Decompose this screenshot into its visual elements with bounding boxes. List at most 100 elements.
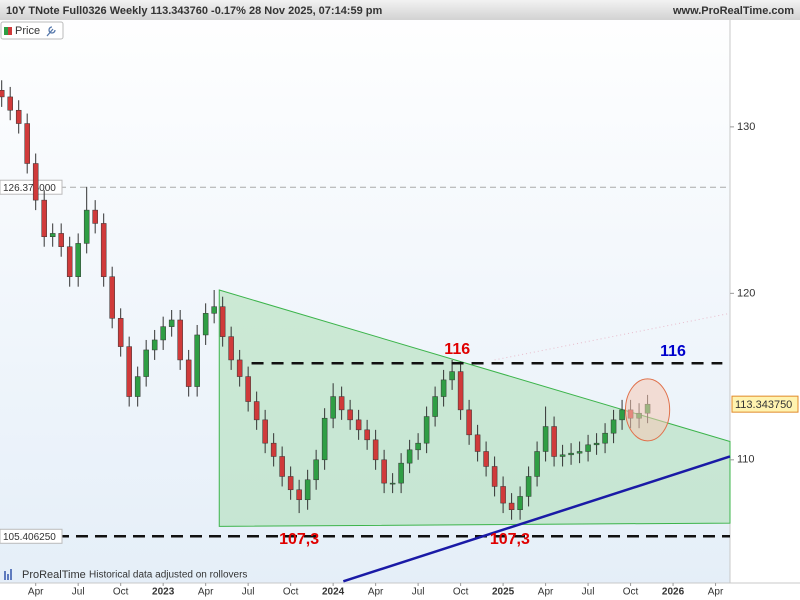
wrench-icon[interactable]	[46, 26, 56, 37]
annotation: 116	[444, 341, 470, 358]
candle-body	[457, 371, 464, 411]
candle-body	[151, 339, 158, 351]
y-tick-label: 120	[737, 287, 755, 299]
candle-body	[330, 396, 336, 419]
candle-body	[559, 454, 566, 457]
candle-body	[398, 462, 404, 484]
footer: ProRealTime Historical data adjusted on …	[4, 569, 247, 581]
level-box	[0, 528, 63, 544]
header-site[interactable]: www.ProRealTime.com	[672, 5, 794, 17]
candle-body	[568, 452, 574, 456]
x-tick-label: Apr	[368, 587, 384, 598]
x-tick-label: Oct	[623, 587, 639, 598]
header-title: 10Y TNote Full0326 Weekly 113.343760 -0.…	[6, 5, 382, 17]
candle-body	[75, 243, 81, 277]
price-label: 113.343750	[735, 399, 792, 411]
candle-body	[66, 246, 73, 277]
candle-body	[177, 319, 183, 361]
candle-body	[58, 233, 64, 247]
candle-body	[126, 346, 132, 397]
candle-body	[534, 451, 540, 477]
candle-body	[194, 334, 200, 387]
x-axis-panel	[0, 583, 800, 600]
triangle-zone	[218, 289, 731, 527]
candle-body	[313, 459, 319, 481]
candle-body	[593, 442, 600, 446]
candle-body	[610, 419, 617, 434]
candle-body	[602, 432, 608, 444]
candle-body	[168, 319, 175, 327]
price-box	[731, 395, 799, 413]
y-tick-label: 110	[737, 454, 755, 466]
level-box	[0, 179, 63, 195]
indicator-icon-up	[4, 27, 8, 35]
candle-body	[364, 429, 370, 441]
candle-body	[185, 359, 192, 387]
x-tick-label: Jul	[582, 587, 595, 598]
candle-body	[551, 426, 557, 457]
plot-area: 126.375000 105.406250 116 116 107,3 107,3	[0, 80, 731, 583]
candle-body	[279, 456, 285, 477]
footer-logo	[4, 569, 12, 580]
x-tick-label: 2023	[152, 587, 175, 598]
candle-body	[389, 482, 396, 485]
candle-body	[92, 209, 98, 224]
candle-body	[143, 349, 149, 377]
candle-body	[49, 233, 56, 237]
indicator-label[interactable]: Price	[15, 25, 40, 37]
x-tick-label: Oct	[113, 587, 129, 598]
header-bar	[0, 0, 800, 20]
x-tick-label: Oct	[283, 587, 299, 598]
candle-body	[15, 109, 22, 124]
x-tick-label: Jul	[412, 587, 425, 598]
candle-body	[7, 96, 13, 111]
candle-body	[41, 199, 47, 237]
candle-body	[219, 306, 226, 337]
candle-body	[449, 371, 455, 381]
candle-body	[347, 409, 353, 421]
candle-body	[440, 379, 447, 397]
candle-body	[109, 276, 115, 319]
candle-body	[525, 476, 532, 497]
candle-body	[253, 401, 260, 421]
x-tick-label: Apr	[198, 587, 214, 598]
candle-body	[432, 396, 438, 417]
x-tick-label: 2025	[492, 587, 515, 598]
x-tick-label: Apr	[28, 587, 44, 598]
x-tick-label: 2024	[322, 587, 345, 598]
trend-line	[342, 455, 731, 583]
candle-body	[160, 326, 166, 341]
candle-body	[100, 223, 107, 277]
candle-body	[117, 318, 124, 347]
indicator-icon-down	[8, 27, 12, 35]
candle-body	[483, 451, 489, 467]
candle-body	[24, 123, 30, 164]
candle-body	[287, 476, 294, 491]
y-tick-label: 130	[737, 121, 755, 133]
annotation: 107,3	[490, 531, 530, 548]
indicator-tag[interactable]: Price	[0, 21, 64, 40]
candle-body	[372, 439, 379, 461]
candle-body	[296, 489, 302, 501]
candle-body	[423, 416, 430, 444]
candle-body	[406, 449, 413, 464]
level-label: 105.406250	[3, 532, 56, 543]
x-tick-label: Apr	[708, 587, 724, 598]
x-tick-label: Oct	[453, 587, 469, 598]
x-tick-label: 2026	[662, 587, 685, 598]
y-axis-panel	[730, 20, 800, 583]
candle-body	[211, 306, 217, 314]
candle-body	[355, 419, 362, 431]
candle-body	[415, 442, 421, 451]
candle-body	[508, 502, 515, 511]
candle-body	[619, 409, 625, 421]
annotation: 107,3	[279, 531, 319, 548]
candle-body	[262, 419, 268, 444]
x-tick-label: Apr	[538, 587, 554, 598]
candle-body	[500, 486, 506, 504]
candle-body	[228, 336, 234, 361]
candle-body	[83, 209, 90, 244]
footer-brand: ProRealTime	[22, 569, 86, 581]
candle-body	[32, 163, 39, 201]
